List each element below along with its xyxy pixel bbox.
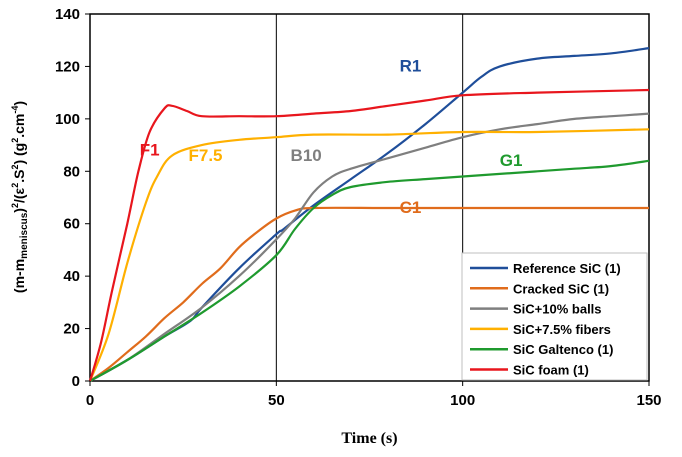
y-tick-label: 120 — [55, 58, 80, 75]
y-tick-label: 40 — [63, 268, 80, 285]
legend-label-reference-sic-1: Reference SiC (1) — [513, 261, 621, 276]
y-tick-label: 140 — [55, 6, 80, 23]
y-tick-label: 60 — [63, 216, 80, 233]
annotation-c1: C1 — [400, 198, 422, 217]
y-tick-label: 80 — [63, 163, 80, 180]
x-tick-label: 150 — [636, 392, 661, 409]
legend-label-sic-foam-1: SiC foam (1) — [513, 363, 589, 378]
legend-label-cracked-sic-1: Cracked SiC (1) — [513, 281, 609, 296]
series-line-sic-galtenco-1 — [89, 159, 650, 382]
y-tick-label: 0 — [72, 373, 80, 390]
series-line-sic-foam-1 — [88, 88, 650, 382]
x-axis-label: Time (s) — [341, 430, 397, 447]
x-tick-label: 50 — [268, 392, 285, 409]
legend-label-sic-galtenco-1: SiC Galtenco (1) — [513, 342, 613, 357]
x-tick-label: 0 — [86, 392, 94, 409]
ticks-group: 0 50 100 150 0 20 40 60 80 100 120 140 — [55, 6, 662, 409]
annotation-g1: G1 — [500, 151, 523, 170]
annotations-group: R1 C1 B10 F7.5 G1 F1 — [140, 57, 523, 218]
y-tick-label: 20 — [63, 321, 80, 338]
grid — [275, 14, 464, 381]
legend-label-sic-7-5-fibers: SiC+7.5% fibers — [513, 322, 611, 337]
annotation-r1: R1 — [400, 57, 422, 76]
legend-label-sic-10-balls: SiC+10% balls — [513, 302, 602, 317]
series-group — [88, 47, 650, 382]
annotation-b10: B10 — [291, 146, 322, 165]
series-line-sic-7-5-fibers — [88, 128, 650, 382]
series-line-sic-10-balls — [89, 112, 650, 382]
plot-frame — [89, 13, 650, 382]
legend-box — [461, 252, 648, 381]
legend: Reference SiC (1) Cracked SiC (1) SiC+10% … — [461, 252, 648, 381]
annotation-f7-5: F7.5 — [189, 146, 223, 165]
series-line-cracked-sic-1 — [89, 206, 649, 382]
x-tick-label: 100 — [450, 392, 475, 409]
y-axis-label: (m-mmeniscus)2/(ε2.S2) (g2.cm-4) — [10, 101, 30, 293]
annotation-f1: F1 — [140, 141, 160, 160]
y-tick-label: 100 — [55, 111, 80, 128]
